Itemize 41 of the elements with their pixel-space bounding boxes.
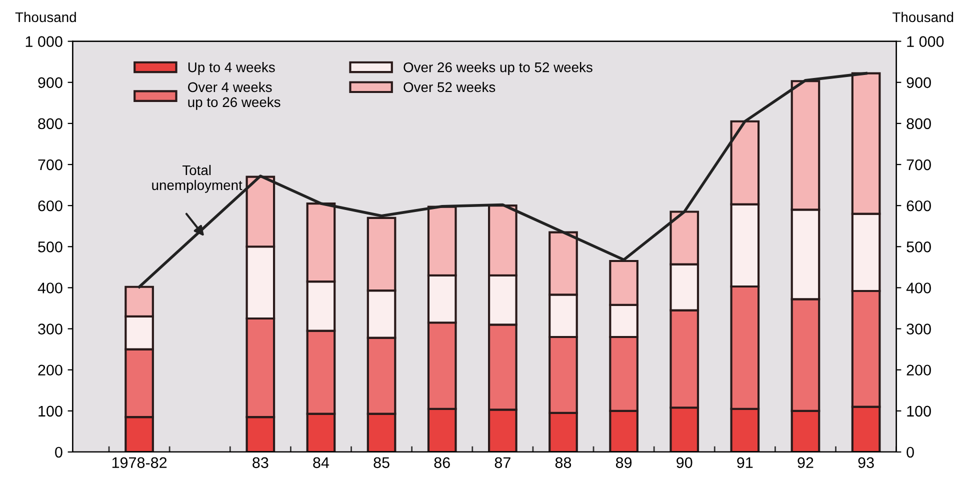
- legend-label: Over 26 weeks up to 52 weeks: [404, 62, 592, 75]
- y2-tick-label: 400: [906, 282, 931, 294]
- y2-tick-label: 700: [906, 159, 931, 170]
- x-tick-label: 1978-82: [112, 457, 167, 468]
- x-tick-label: 88: [555, 457, 572, 468]
- x-tick-label: 92: [798, 457, 814, 468]
- y2-axis-title: Thousand: [892, 12, 954, 22]
- x-tick-label: 84: [313, 457, 330, 468]
- x-tick-label: 90: [676, 457, 692, 468]
- y2-tick-label: 100: [907, 406, 931, 417]
- y-tick-label: 800: [38, 118, 62, 130]
- y2-tick-label: 1 000: [907, 36, 944, 47]
- annotation: Total unemployment: [152, 164, 242, 193]
- y2-tick-label: 200: [906, 364, 931, 376]
- y-tick-label: 700: [38, 159, 62, 170]
- y2-tick-label: 300: [906, 324, 931, 334]
- y-tick-label: 100: [38, 406, 62, 417]
- y-tick-label: 200: [38, 364, 62, 376]
- y-tick-label: 600: [38, 200, 62, 212]
- legend-label: Up to 4 weeks: [188, 62, 275, 75]
- legend-label: Over 4 weeks up to 26 weeks: [188, 82, 280, 110]
- y2-tick-label: 800: [906, 118, 931, 130]
- x-tick-label: 85: [374, 457, 390, 468]
- y-tick-label: 0: [55, 446, 62, 458]
- y-tick-label: 900: [38, 77, 62, 88]
- y2-tick-label: 600: [906, 200, 931, 212]
- y-axis-title: Thousand: [15, 12, 76, 22]
- x-tick-label: 89: [616, 457, 632, 468]
- y2-tick-label: 0: [906, 446, 914, 458]
- x-tick-label: 91: [737, 457, 753, 468]
- x-tick-label: 93: [858, 457, 874, 468]
- x-tick-label: 86: [434, 457, 450, 468]
- y2-tick-label: 500: [906, 242, 931, 252]
- x-tick-label: 83: [252, 457, 268, 468]
- y-tick-label: 400: [38, 282, 62, 294]
- legend-label: Over 52 weeks: [404, 82, 496, 92]
- y-tick-label: 500: [38, 242, 62, 252]
- y-tick-label: 1 000: [26, 36, 62, 47]
- x-tick-label: 87: [494, 457, 510, 468]
- y2-tick-label: 900: [906, 77, 931, 88]
- y-tick-label: 300: [38, 324, 62, 334]
